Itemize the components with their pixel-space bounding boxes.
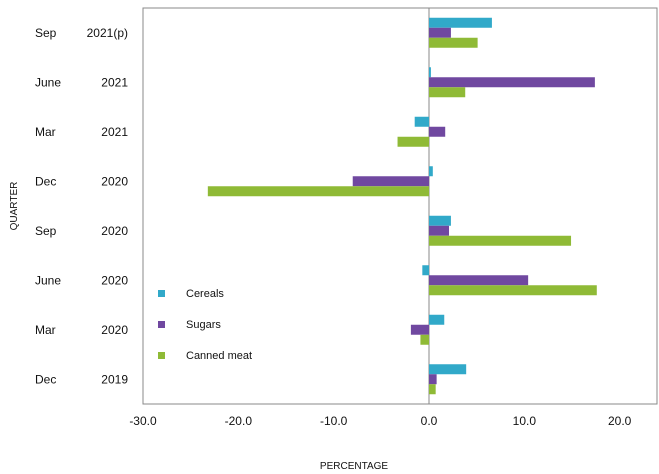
legend-swatch <box>158 321 165 328</box>
legend-swatch <box>158 290 165 297</box>
category-month-label: June <box>35 273 61 287</box>
bar-canned-meat <box>207 186 429 197</box>
bar-canned-meat <box>429 37 478 48</box>
category-month-label: Dec <box>35 174 56 188</box>
x-tick-label: 0.0 <box>421 414 438 428</box>
category-month-label: Sep <box>35 224 57 238</box>
plot-border <box>142 7 658 405</box>
x-tick-label: -30.0 <box>129 414 157 428</box>
category-year-label: 2020 <box>101 224 128 238</box>
plot-area <box>142 7 658 405</box>
bar-sugars <box>352 176 429 187</box>
bar-cereals <box>429 314 445 325</box>
category-year-label: 2020 <box>101 273 128 287</box>
bar-cereals <box>429 17 492 28</box>
bar-sugars <box>410 324 429 335</box>
bar-canned-meat <box>397 136 429 147</box>
bar-canned-meat <box>429 87 466 98</box>
bar-cereals <box>422 265 429 276</box>
bar-cereals <box>414 116 429 127</box>
bar-canned-meat <box>429 235 572 246</box>
category-year-label: 2021(p) <box>87 26 128 40</box>
category-labels: Sep 2021(p) June 2021 Mar 2021 Dec 2020 Sep 2020 J… <box>35 26 128 387</box>
bar-cereals <box>429 67 431 78</box>
legend-label: Cereals <box>186 288 224 300</box>
x-tick-label: 10.0 <box>513 414 537 428</box>
x-tick-label: -10.0 <box>320 414 348 428</box>
bar-sugars <box>429 225 450 236</box>
x-tick-label: 20.0 <box>608 414 632 428</box>
x-axis-label: PERCENTAGE <box>320 461 388 472</box>
category-year-label: 2021 <box>101 75 128 89</box>
category-month-label: Mar <box>35 323 56 337</box>
legend-swatch <box>158 352 165 359</box>
category-month-label: Sep <box>35 26 57 40</box>
category-month-label: Mar <box>35 125 56 139</box>
x-tick-label: -20.0 <box>225 414 253 428</box>
bar-sugars <box>429 77 595 88</box>
category-year-label: 2020 <box>101 174 128 188</box>
x-tick-labels: -30.0 -20.0 -10.0 0.0 10.0 20.0 <box>129 414 631 428</box>
category-month-label: June <box>35 75 61 89</box>
bar-canned-meat <box>429 285 597 296</box>
bar-sugars <box>429 27 451 38</box>
category-year-label: 2020 <box>101 323 128 337</box>
bar-cereals <box>429 166 433 177</box>
bar-sugars <box>429 126 446 137</box>
category-year-label: 2021 <box>101 125 128 139</box>
bar-cereals <box>429 215 451 226</box>
bars-group <box>207 17 597 395</box>
bar-canned-meat <box>429 384 436 395</box>
category-year-label: 2019 <box>101 372 128 386</box>
bar-sugars <box>429 275 529 286</box>
legend-label: Canned meat <box>186 350 252 362</box>
y-axis-label: QUARTER <box>9 182 20 231</box>
category-month-label: Dec <box>35 372 56 386</box>
bar-cereals <box>429 364 467 375</box>
bar-canned-meat <box>420 334 429 345</box>
bar-sugars <box>429 374 437 385</box>
legend-label: Sugars <box>186 319 221 331</box>
legend: Cereals Sugars Canned meat <box>158 288 252 362</box>
